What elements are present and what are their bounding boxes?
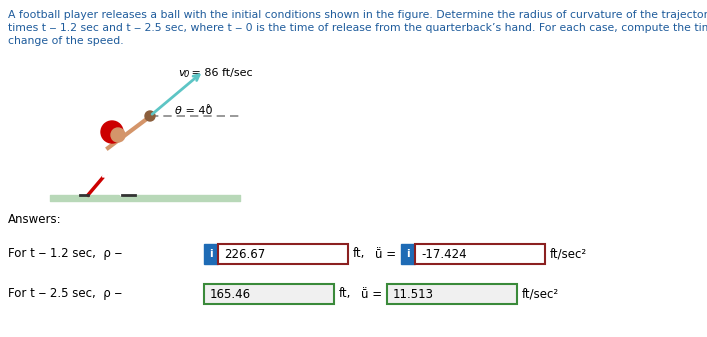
Text: v: v xyxy=(178,68,185,78)
Text: ṻ =: ṻ = xyxy=(375,247,396,261)
Text: i: i xyxy=(209,249,213,259)
Text: -17.424: -17.424 xyxy=(421,247,467,261)
Text: A football player releases a ball with the initial conditions shown in the figur: A football player releases a ball with t… xyxy=(8,10,707,20)
Text: ft,: ft, xyxy=(339,287,351,301)
Text: θ: θ xyxy=(175,106,182,116)
Circle shape xyxy=(145,111,155,121)
Circle shape xyxy=(101,121,123,143)
Text: = 86 ft/sec: = 86 ft/sec xyxy=(188,68,252,78)
FancyBboxPatch shape xyxy=(218,244,348,264)
Text: ft,: ft, xyxy=(353,247,366,261)
Text: ṻ =: ṻ = xyxy=(361,287,382,301)
Text: For t ‒ 2.5 sec,  ρ ‒: For t ‒ 2.5 sec, ρ ‒ xyxy=(8,287,122,301)
Text: 165.46: 165.46 xyxy=(210,287,251,301)
Text: For t ‒ 1.2 sec,  ρ ‒: For t ‒ 1.2 sec, ρ ‒ xyxy=(8,247,122,261)
Text: times t ‒ 1.2 sec and t ‒ 2.5 sec, where t ‒ 0 is the time of release from the q: times t ‒ 1.2 sec and t ‒ 2.5 sec, where… xyxy=(8,23,707,33)
Text: °: ° xyxy=(205,104,210,114)
FancyBboxPatch shape xyxy=(387,284,517,304)
Text: ft/sec²: ft/sec² xyxy=(522,287,559,301)
Text: change of the speed.: change of the speed. xyxy=(8,36,124,46)
FancyBboxPatch shape xyxy=(415,244,545,264)
Circle shape xyxy=(111,128,125,142)
Text: 226.67: 226.67 xyxy=(224,247,265,261)
Text: = 40: = 40 xyxy=(182,106,213,116)
FancyBboxPatch shape xyxy=(204,244,218,264)
Text: i: i xyxy=(407,249,410,259)
Text: 11.513: 11.513 xyxy=(393,287,434,301)
Text: 0: 0 xyxy=(184,70,189,79)
FancyBboxPatch shape xyxy=(401,244,415,264)
Text: ft/sec²: ft/sec² xyxy=(550,247,587,261)
FancyBboxPatch shape xyxy=(204,284,334,304)
Text: Answers:: Answers: xyxy=(8,213,62,226)
